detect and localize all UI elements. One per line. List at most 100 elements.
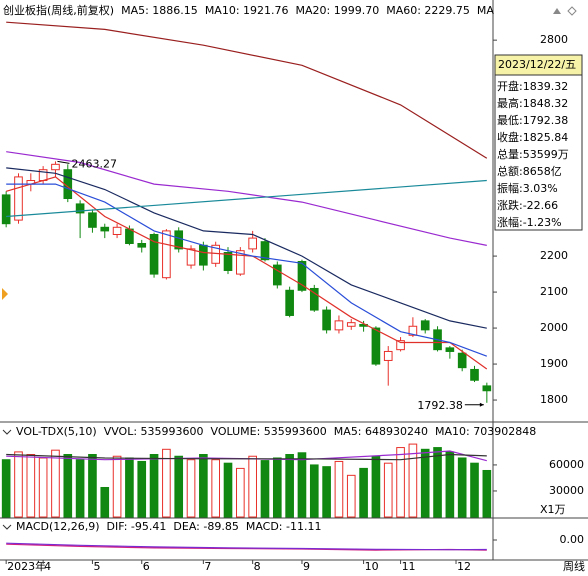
info-date: 2023/12/22/五 (498, 58, 576, 71)
info-row: 开盘:1839.32 (497, 79, 568, 93)
header-item: DIF: -95.41 (107, 520, 167, 533)
volume-bar (309, 464, 319, 518)
volume-bar (420, 448, 430, 518)
side-marker (2, 288, 8, 300)
candle-body (75, 203, 85, 214)
header-icon (567, 6, 577, 16)
header-item: MACD: -11.11 (246, 520, 322, 533)
header-item: DEA: -89.85 (173, 520, 238, 533)
line (6, 179, 487, 218)
x-tick-label: 7 (204, 560, 211, 573)
header-item: VOL-TDX(5,10) (16, 425, 97, 438)
header-item: VOLUME: 535993600 (211, 425, 327, 438)
candle-body (457, 352, 467, 369)
candle-body (272, 264, 282, 286)
candle-body (408, 325, 418, 336)
candle-body (383, 350, 393, 361)
line (6, 167, 487, 329)
candle-body (199, 244, 208, 266)
candle-body (334, 320, 344, 331)
line (6, 542, 487, 551)
volume-bar (38, 457, 48, 518)
candle-body (297, 260, 307, 291)
y-tick-label: 30000 (549, 484, 584, 497)
header-item: MA10: 703902848 (435, 425, 536, 438)
volume-bar (137, 460, 147, 518)
volume-bar (470, 462, 479, 518)
volume-bar (186, 459, 196, 518)
header-item: 创业板指(周线,前复权) (3, 3, 114, 17)
volume-bar (457, 457, 467, 518)
volume-bar (482, 469, 492, 518)
candle-body (137, 242, 147, 248)
volume-bar (26, 454, 36, 518)
x-tick-label: 2023年 (7, 559, 46, 573)
info-box: 2023/12/22/五 开盘:1839.32 最高:1848.32 最低:17… (494, 54, 583, 231)
candle-body (309, 287, 319, 311)
candle-body (236, 250, 245, 275)
y-tick-label: 1800 (540, 393, 568, 406)
line (6, 183, 488, 357)
header-item: MACD(12,26,9) (16, 520, 100, 533)
header-item: MA60: 2229.75 (386, 4, 470, 17)
panel-icon (2, 524, 12, 530)
volume-bar (248, 455, 257, 518)
candle-body (100, 226, 110, 232)
candle-body (371, 327, 381, 365)
candle-body (211, 244, 221, 264)
header-icon (553, 8, 561, 14)
info-row: 最高:1848.32 (497, 96, 568, 110)
volume-bar (211, 459, 221, 518)
volume-bar (174, 455, 184, 518)
line (6, 450, 487, 462)
volume-bar (396, 447, 405, 518)
line (6, 21, 488, 159)
volume-bar (63, 454, 73, 518)
volume-bar (297, 452, 307, 518)
info-row: 涨幅:-1.23% (497, 216, 562, 229)
volume-bar (236, 467, 245, 518)
candle-body (285, 289, 294, 316)
candle-body (223, 251, 233, 271)
volume-bar (322, 466, 331, 518)
x-tick-label: 6 (143, 560, 150, 573)
x-tick-label: 5 (93, 560, 100, 573)
volume-bar (359, 467, 368, 518)
period-label: 周线 (563, 559, 585, 573)
candle-body (125, 228, 134, 244)
header-item: MA5: 1886.15 (121, 4, 198, 17)
x-tick-label: 8 (254, 560, 261, 573)
volume-bar (14, 451, 23, 518)
candle-body (248, 237, 257, 250)
volume-bar (1, 459, 11, 518)
volume-bar (75, 459, 85, 518)
info-box-header (494, 54, 583, 76)
y-tick-label: 60000 (549, 458, 584, 471)
volume-bar (272, 457, 282, 518)
info-row: 收盘:1825.84 (497, 130, 568, 144)
volume-bar (223, 462, 233, 518)
y-tick-label: 1900 (540, 357, 568, 370)
y-tick-label: 2200 (540, 249, 568, 262)
header-item: MA10: 1921.76 (205, 4, 289, 17)
info-row: 总额:8658亿 (497, 164, 562, 178)
candle-body (322, 309, 331, 331)
annotation: 1792.38 (417, 399, 463, 412)
y-tick-label: 2100 (540, 285, 568, 298)
candle-body (346, 322, 356, 327)
x-tick-label: 11 (402, 560, 416, 573)
candle-body (482, 385, 492, 392)
volume-bar (162, 448, 171, 518)
candle-body (396, 340, 405, 351)
candle-body (445, 347, 455, 352)
volume-bar (88, 454, 97, 518)
info-row: 最低:1792.38 (497, 114, 568, 127)
volume-bar (260, 460, 270, 518)
annotation-arrowhead (479, 402, 484, 407)
volume-bar (199, 454, 208, 518)
x-tick-label: 10 (365, 560, 379, 573)
volume-bar (371, 455, 381, 518)
volume-bar (445, 451, 455, 518)
header-item: VVOL: 535993600 (104, 425, 204, 438)
header-item: MA20: 1999.70 (296, 4, 380, 17)
